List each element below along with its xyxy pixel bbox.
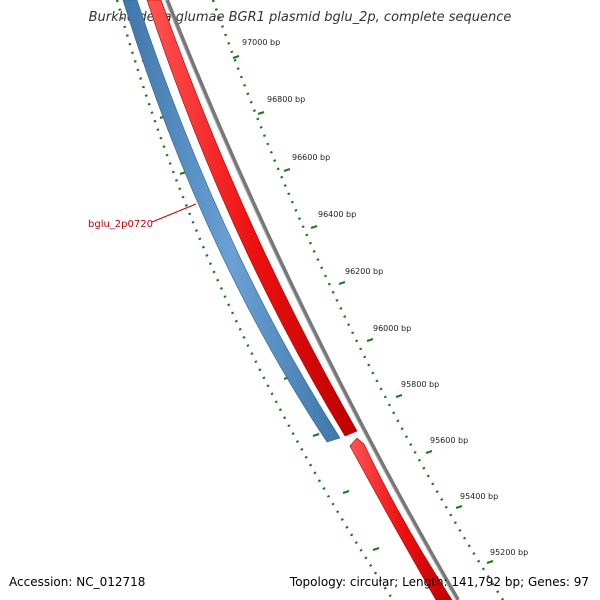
gene-label-leader-line	[151, 203, 197, 223]
sequence-summary-label: Topology: circular; Length: 141,792 bp; …	[289, 575, 589, 589]
scale-label: 95600 bp	[430, 436, 468, 445]
map-title: Burkholderia glumae BGR1 plasmid bglu_2p…	[88, 10, 512, 25]
scale-label: 96800 bp	[267, 95, 305, 104]
outer-major-tick	[257, 111, 265, 115]
scale-label: 95200 bp	[490, 548, 528, 557]
outer-major-tick	[283, 168, 291, 172]
outer-major-tick	[395, 394, 403, 398]
scale-label: 96600 bp	[292, 153, 330, 162]
inner-major-tick	[372, 547, 380, 551]
scale-labels: 97000 bp 96800 bp 96600 bp 96400 bp 96200 bp…	[242, 38, 528, 557]
outer-major-tick	[338, 281, 346, 285]
scale-label: 96400 bp	[318, 210, 356, 219]
scale-label: 96200 bp	[345, 267, 383, 276]
scale-label: 95400 bp	[460, 492, 498, 501]
accession-label: Accession: NC_012718	[9, 575, 146, 589]
gene-label-bglu_2p0720: bglu_2p0720	[88, 219, 153, 230]
forward-gene-feature-1	[146, 0, 358, 437]
scale-label: 96000 bp	[373, 324, 411, 333]
inner-tick-track	[115, 0, 395, 600]
outer-tick-track	[211, 0, 505, 600]
scale-label: 95800 bp	[401, 380, 439, 389]
outer-major-tick	[425, 450, 433, 454]
outer-major-tick	[310, 225, 318, 229]
outer-major-tick	[232, 55, 240, 59]
sequence-backbone	[165, 0, 460, 600]
inner-major-tick	[312, 433, 320, 437]
scale-label: 97000 bp	[242, 38, 280, 47]
outer-major-tick	[486, 560, 494, 564]
outer-major-ticks	[232, 55, 494, 564]
reverse-gene-feature	[122, 0, 341, 443]
outer-major-tick	[366, 338, 374, 342]
inner-major-tick	[342, 490, 350, 494]
outer-major-tick	[455, 505, 463, 509]
